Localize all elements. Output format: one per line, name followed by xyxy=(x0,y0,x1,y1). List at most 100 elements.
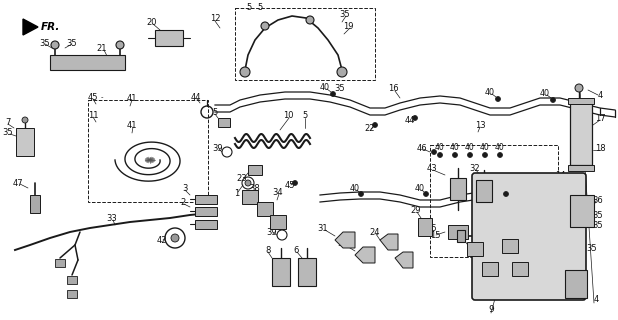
Circle shape xyxy=(261,22,269,30)
Text: 40: 40 xyxy=(540,89,550,98)
Text: 15: 15 xyxy=(430,230,440,239)
Bar xyxy=(565,270,587,298)
Text: 21: 21 xyxy=(97,44,108,52)
Text: 5: 5 xyxy=(302,110,308,119)
Text: 40: 40 xyxy=(465,142,475,151)
Circle shape xyxy=(240,67,250,77)
Bar xyxy=(195,195,217,204)
Text: 8: 8 xyxy=(265,245,271,254)
Circle shape xyxy=(51,41,59,49)
Text: 40: 40 xyxy=(485,87,495,97)
Text: 45: 45 xyxy=(285,180,295,189)
Text: 35: 35 xyxy=(340,10,350,19)
Text: 44: 44 xyxy=(405,116,415,124)
Bar xyxy=(467,242,483,256)
Text: 39: 39 xyxy=(267,228,277,236)
Text: 36: 36 xyxy=(593,196,603,204)
Text: 42: 42 xyxy=(157,236,167,244)
Circle shape xyxy=(245,180,251,186)
Text: 35: 35 xyxy=(593,211,603,220)
Text: 27: 27 xyxy=(501,252,511,260)
Text: 1: 1 xyxy=(234,188,240,197)
Text: 19: 19 xyxy=(343,21,353,30)
Text: 41: 41 xyxy=(127,121,137,130)
Text: 7: 7 xyxy=(6,117,11,126)
Text: 43: 43 xyxy=(426,164,438,172)
Circle shape xyxy=(337,67,347,77)
Text: 13: 13 xyxy=(475,121,485,130)
Bar xyxy=(218,118,230,127)
Bar xyxy=(502,239,518,253)
Bar xyxy=(67,290,77,298)
Bar xyxy=(298,258,316,286)
Text: 10: 10 xyxy=(283,110,294,119)
Text: 20: 20 xyxy=(146,18,157,27)
Text: 40: 40 xyxy=(320,83,330,92)
Text: 12: 12 xyxy=(210,13,220,22)
Text: 9: 9 xyxy=(488,306,494,315)
Text: 40: 40 xyxy=(350,183,360,193)
Circle shape xyxy=(22,117,28,123)
Circle shape xyxy=(575,84,583,92)
Bar xyxy=(155,30,183,46)
Text: 28: 28 xyxy=(455,231,467,241)
Text: 32: 32 xyxy=(470,164,480,172)
Circle shape xyxy=(431,149,436,155)
Bar xyxy=(30,195,40,213)
Text: 5: 5 xyxy=(247,3,252,12)
Circle shape xyxy=(423,191,428,196)
Text: 40: 40 xyxy=(435,142,445,151)
Text: -: - xyxy=(101,94,103,100)
Circle shape xyxy=(306,16,314,24)
Bar xyxy=(55,259,65,267)
Circle shape xyxy=(496,97,501,101)
Polygon shape xyxy=(395,252,413,268)
Bar xyxy=(235,8,375,80)
Text: 35: 35 xyxy=(565,241,575,250)
Circle shape xyxy=(292,180,297,186)
Text: 47: 47 xyxy=(13,179,23,188)
Text: 4: 4 xyxy=(598,91,603,100)
Text: 40: 40 xyxy=(415,183,425,193)
Bar xyxy=(270,215,286,229)
Text: 35: 35 xyxy=(335,84,345,92)
Bar xyxy=(457,230,465,242)
Circle shape xyxy=(373,123,378,127)
Text: 40: 40 xyxy=(495,142,505,151)
Text: 44: 44 xyxy=(191,92,201,101)
Text: 37: 37 xyxy=(337,238,349,247)
FancyBboxPatch shape xyxy=(472,173,586,300)
Text: 35: 35 xyxy=(540,244,550,252)
Bar xyxy=(242,190,258,204)
Text: 3: 3 xyxy=(182,183,188,193)
Text: 24: 24 xyxy=(370,228,380,236)
Text: 41: 41 xyxy=(127,93,137,102)
Circle shape xyxy=(483,153,488,157)
Bar xyxy=(16,128,34,156)
Circle shape xyxy=(358,191,363,196)
Bar xyxy=(248,165,262,175)
Circle shape xyxy=(438,153,442,157)
Bar xyxy=(272,258,290,286)
Bar xyxy=(450,178,466,200)
Text: 31: 31 xyxy=(318,223,328,233)
Bar xyxy=(568,165,594,171)
Text: 35: 35 xyxy=(2,127,14,137)
Bar xyxy=(512,262,528,276)
Bar xyxy=(570,195,594,227)
Text: 45: 45 xyxy=(88,92,98,101)
Text: 6: 6 xyxy=(294,245,298,254)
Bar xyxy=(50,55,125,70)
Text: 5: 5 xyxy=(213,108,218,116)
Polygon shape xyxy=(23,19,38,35)
Text: 5: 5 xyxy=(257,3,263,12)
Text: 2: 2 xyxy=(180,197,185,206)
Text: 22: 22 xyxy=(365,124,375,132)
Polygon shape xyxy=(380,234,398,250)
Text: 35: 35 xyxy=(593,220,603,229)
Bar xyxy=(195,207,217,216)
Text: 26: 26 xyxy=(471,252,481,260)
Text: 17: 17 xyxy=(595,114,605,123)
Text: 40: 40 xyxy=(495,183,505,193)
Bar xyxy=(476,180,492,202)
